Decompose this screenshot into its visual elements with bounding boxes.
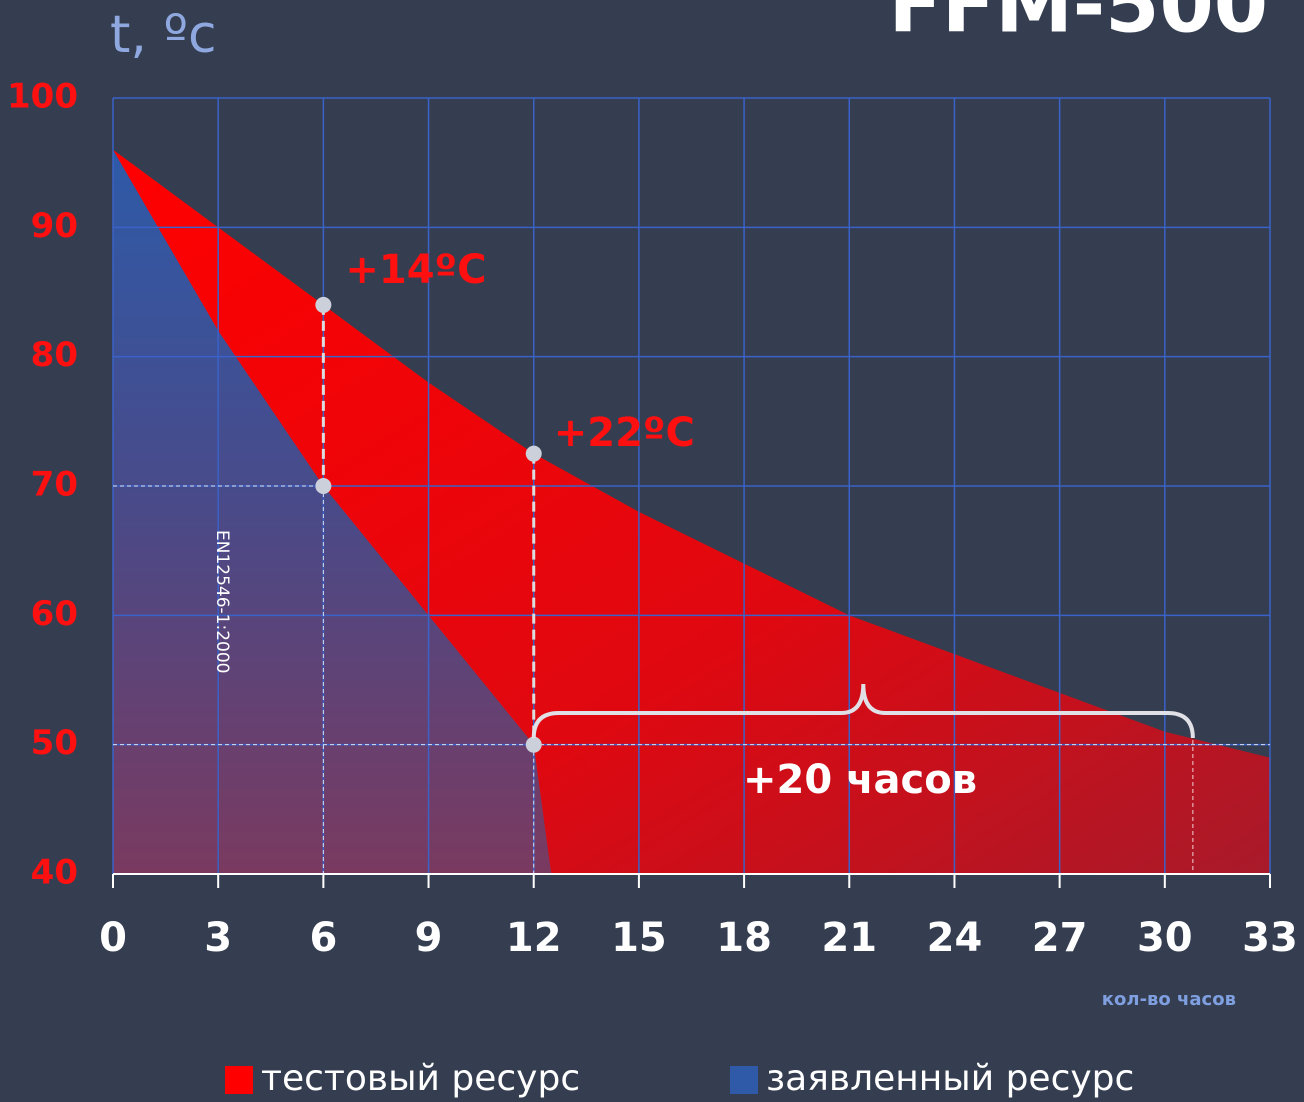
x-tick-label: 33 — [1242, 915, 1298, 961]
area — [113, 149, 552, 874]
x-tick-label: 6 — [309, 915, 337, 961]
legend-swatch — [225, 1066, 253, 1094]
x-tick-label: 0 — [99, 915, 127, 961]
y-tick-label: 40 — [31, 853, 78, 893]
y-tick-label: 50 — [31, 723, 78, 763]
x-tick-label: 18 — [716, 915, 772, 961]
y-tick-label: 80 — [31, 335, 78, 375]
x-tick-label: 12 — [506, 915, 562, 961]
x-tick-label: 9 — [415, 915, 443, 961]
chart-title: FFM-500 — [889, 0, 1268, 50]
x-tick-label: 24 — [927, 915, 983, 961]
legend-label: тестовый ресурс — [261, 1058, 580, 1099]
annotation: +22ºC — [554, 410, 695, 456]
y-tick-label: 90 — [31, 206, 78, 246]
annotation: +14ºC — [345, 247, 486, 293]
x-tick-label: 30 — [1137, 915, 1193, 961]
y-tick-label: 70 — [31, 465, 78, 505]
point — [315, 478, 332, 494]
x-tick-label: 21 — [821, 915, 877, 961]
y-tick-label: 100 — [7, 77, 78, 117]
y-axis-label: t, ºc — [110, 5, 217, 65]
brace — [531, 683, 1195, 739]
legend-label: заявленный ресурс — [766, 1058, 1134, 1099]
standard-label: EN12546-1:2000 — [212, 530, 232, 673]
x-tick-label: 15 — [611, 915, 667, 961]
brace-label: +20 часов — [743, 757, 977, 803]
y-tick-label: 60 — [31, 594, 78, 634]
x-axis-label: кол-во часов — [1102, 989, 1236, 1010]
point — [525, 736, 542, 753]
legend-swatch — [730, 1066, 758, 1094]
point — [315, 296, 332, 313]
point — [525, 445, 542, 462]
x-tick-label: 3 — [204, 915, 232, 961]
x-tick-label: 27 — [1032, 915, 1088, 961]
